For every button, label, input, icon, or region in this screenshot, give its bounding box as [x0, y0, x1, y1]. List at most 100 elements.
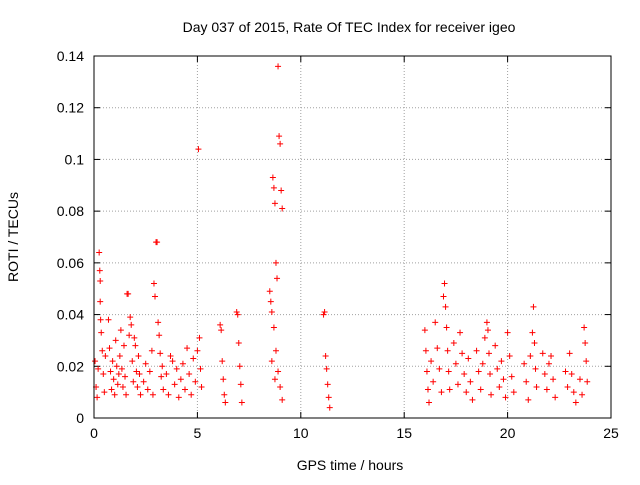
- data-point: [432, 319, 439, 326]
- data-point: [277, 140, 284, 147]
- data-point: [502, 394, 509, 401]
- axis-ticks: [93, 55, 612, 419]
- data-point: [99, 347, 106, 354]
- data-point: [234, 311, 241, 318]
- data-point: [97, 316, 104, 323]
- data-point: [494, 365, 501, 372]
- y-tick-label: 0.08: [57, 203, 84, 219]
- data-point: [532, 365, 539, 372]
- chart-title: Day 037 of 2015, Rate Of TEC Index for r…: [183, 19, 516, 35]
- data-point: [583, 358, 590, 365]
- data-point: [564, 383, 571, 390]
- data-point: [184, 345, 191, 352]
- data-point: [504, 329, 511, 336]
- data-point: [220, 376, 227, 383]
- data-point: [111, 391, 118, 398]
- data-point: [510, 389, 517, 396]
- data-point: [525, 396, 532, 403]
- y-tick-label: 0.1: [65, 151, 85, 167]
- data-point: [268, 308, 275, 315]
- data-point: [485, 350, 492, 357]
- data-point: [562, 368, 569, 375]
- data-point: [324, 381, 331, 388]
- data-point: [134, 383, 141, 390]
- data-point: [157, 350, 164, 357]
- data-point: [163, 371, 170, 378]
- data-point: [566, 350, 573, 357]
- data-point: [135, 352, 142, 359]
- data-point: [423, 368, 430, 375]
- data-point: [438, 389, 445, 396]
- data-point: [144, 386, 151, 393]
- data-point: [436, 365, 443, 372]
- y-tick-label: 0.14: [57, 48, 84, 64]
- data-point: [459, 350, 466, 357]
- data-point: [107, 368, 114, 375]
- data-point: [533, 383, 540, 390]
- data-point: [521, 360, 528, 367]
- data-point: [484, 327, 491, 334]
- data-point: [523, 378, 530, 385]
- data-point: [450, 340, 457, 347]
- data-point: [426, 399, 433, 406]
- data-point: [582, 340, 589, 347]
- y-tick-label: 0.02: [57, 358, 84, 374]
- data-point: [430, 378, 437, 385]
- data-point: [428, 358, 435, 365]
- data-point: [179, 360, 186, 367]
- data-point: [136, 371, 143, 378]
- data-point: [527, 352, 534, 359]
- data-point: [326, 404, 333, 411]
- data-point: [539, 350, 546, 357]
- data-point: [440, 293, 447, 300]
- data-point: [552, 394, 559, 401]
- data-point: [465, 355, 472, 362]
- data-point: [268, 358, 275, 365]
- data-point: [576, 376, 583, 383]
- data-point: [128, 321, 135, 328]
- data-point: [276, 133, 283, 140]
- data-point: [278, 187, 285, 194]
- data-point: [94, 394, 101, 401]
- data-point: [434, 345, 441, 352]
- data-point: [197, 365, 204, 372]
- data-point: [177, 376, 184, 383]
- data-point: [100, 371, 107, 378]
- data-point: [140, 378, 147, 385]
- data-point: [477, 386, 484, 393]
- data-point: [113, 363, 120, 370]
- data-point: [98, 329, 105, 336]
- x-tick-label: 10: [293, 425, 309, 441]
- data-point: [320, 311, 327, 318]
- data-point: [270, 184, 277, 191]
- data-point: [279, 396, 286, 403]
- data-point: [217, 321, 224, 328]
- data-point: [218, 327, 225, 334]
- data-point: [156, 332, 163, 339]
- data-point: [96, 267, 103, 274]
- data-point: [579, 391, 586, 398]
- data-point: [237, 381, 244, 388]
- data-point: [236, 363, 243, 370]
- data-point: [506, 352, 513, 359]
- data-point: [530, 303, 537, 310]
- data-point: [272, 347, 279, 354]
- tick-labels: 0 5 10 15 20 25 0 0.02 0.04 0.06 0.08 0.1 0.12 0.14: [57, 48, 619, 441]
- data-point: [146, 368, 153, 375]
- data-point: [198, 383, 205, 390]
- data-point: [496, 383, 503, 390]
- data-point: [97, 277, 104, 284]
- data-point: [101, 389, 108, 396]
- data-point: [169, 358, 176, 365]
- data-point: [452, 360, 459, 367]
- data-point: [96, 249, 103, 256]
- data-point: [270, 324, 277, 331]
- data-point: [167, 352, 174, 359]
- data-point: [275, 63, 282, 70]
- data-point: [529, 329, 536, 336]
- data-point: [267, 298, 274, 305]
- data-point: [142, 360, 149, 367]
- data-point: [165, 391, 172, 398]
- data-point: [133, 368, 140, 375]
- data-point: [279, 205, 286, 212]
